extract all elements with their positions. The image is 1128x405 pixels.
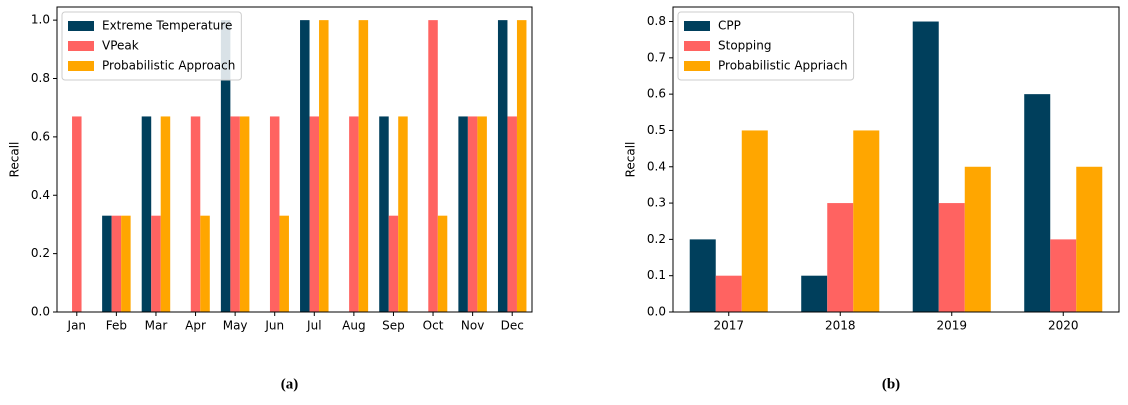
x-tick-label: 2020 xyxy=(1048,319,1079,333)
legend-label: VPeak xyxy=(102,39,139,53)
bar xyxy=(428,20,438,312)
bar xyxy=(715,275,742,312)
axes-frame xyxy=(672,6,1120,313)
x-tick-label: Jun xyxy=(264,319,284,333)
axes-frame xyxy=(56,6,533,313)
x-tick-label: Nov xyxy=(461,319,484,333)
y-tick-label: 1.0 xyxy=(31,13,50,27)
y-tick-label: 0.6 xyxy=(647,87,666,101)
bar xyxy=(121,215,131,312)
x-tick-label: 2019 xyxy=(936,319,967,333)
bar xyxy=(388,215,399,312)
y-tick-label: 0.0 xyxy=(31,305,50,319)
y-tick-label: 0.4 xyxy=(31,188,50,202)
caption: (a) xyxy=(281,376,299,392)
legend: CPP Stopping Probabilistic Appriach xyxy=(677,11,855,81)
bar xyxy=(458,116,468,312)
bar xyxy=(72,116,82,312)
bar xyxy=(111,215,122,312)
bar xyxy=(827,203,854,312)
y-tick-label: 0.8 xyxy=(647,14,666,28)
y-tick-label: 0.5 xyxy=(647,123,666,137)
bar xyxy=(309,116,320,312)
bar xyxy=(102,215,112,312)
bar xyxy=(689,239,716,312)
bar xyxy=(477,116,487,312)
y-axis-label: Recall xyxy=(624,142,638,178)
legend: Extreme Temperature VPeak Probabilistic Ap… xyxy=(61,11,242,81)
legend-label: Probabilistic Approach xyxy=(102,59,235,73)
bar xyxy=(1076,166,1103,312)
bar xyxy=(853,130,880,312)
bar xyxy=(269,116,280,312)
bar xyxy=(141,116,152,312)
legend-swatch xyxy=(684,21,710,31)
y-tick-label: 0.4 xyxy=(647,159,666,173)
x-tick-label: Mar xyxy=(145,319,168,333)
bar xyxy=(801,275,828,312)
bar xyxy=(516,20,527,312)
x-tick-label: Apr xyxy=(185,319,206,333)
bar xyxy=(358,20,369,312)
bar xyxy=(190,116,201,312)
x-tick-label: Jul xyxy=(306,319,321,333)
y-tick-label: 0.3 xyxy=(647,196,666,210)
bar xyxy=(239,116,250,312)
x-tick-label: Feb xyxy=(106,319,127,333)
x-tick-label: Aug xyxy=(342,319,365,333)
bar xyxy=(1050,239,1077,312)
bar xyxy=(349,116,359,312)
bar xyxy=(220,20,231,312)
bar xyxy=(200,215,210,312)
bar xyxy=(230,116,240,312)
legend-label: Probabilistic Appriach xyxy=(718,59,848,73)
y-tick-label: 0.2 xyxy=(31,246,50,260)
bar xyxy=(160,116,171,312)
legend-swatch xyxy=(684,61,710,71)
y-tick-label: 0.0 xyxy=(647,305,666,319)
legend-swatch xyxy=(68,41,94,51)
x-tick-label: 2018 xyxy=(825,319,856,333)
x-tick-label: Dec xyxy=(501,319,524,333)
bar xyxy=(964,166,991,312)
bar xyxy=(507,116,517,312)
x-tick-label: May xyxy=(223,319,248,333)
bar xyxy=(467,116,478,312)
bar xyxy=(437,215,448,312)
x-tick-label: Jan xyxy=(67,319,87,333)
caption: (b) xyxy=(882,376,900,392)
x-tick-label: Sep xyxy=(382,319,405,333)
x-tick-label: Oct xyxy=(423,319,444,333)
y-axis-label: Recall xyxy=(8,142,22,178)
bar xyxy=(938,203,965,312)
bar xyxy=(279,215,289,312)
legend-swatch xyxy=(68,21,94,31)
bar xyxy=(1024,94,1051,313)
bar xyxy=(912,21,939,313)
legend-swatch xyxy=(684,41,710,51)
bar xyxy=(300,20,310,312)
bar xyxy=(741,130,768,312)
y-tick-label: 0.6 xyxy=(31,129,50,143)
y-tick-label: 0.7 xyxy=(647,50,666,64)
y-tick-label: 0.1 xyxy=(647,268,666,282)
legend-label: CPP xyxy=(718,19,741,33)
legend-box xyxy=(61,11,242,81)
legend-swatch xyxy=(68,61,94,71)
bar xyxy=(151,215,161,312)
legend-label: Stopping xyxy=(718,39,771,53)
bar xyxy=(398,116,408,312)
x-tick-label: 2017 xyxy=(713,319,744,333)
legend-box xyxy=(677,11,855,81)
legend-label: Extreme Temperature xyxy=(102,19,232,33)
bar xyxy=(319,20,329,312)
y-tick-label: 0.8 xyxy=(31,71,50,85)
bar xyxy=(379,116,389,312)
bar xyxy=(497,20,508,312)
y-tick-label: 0.2 xyxy=(647,232,666,246)
